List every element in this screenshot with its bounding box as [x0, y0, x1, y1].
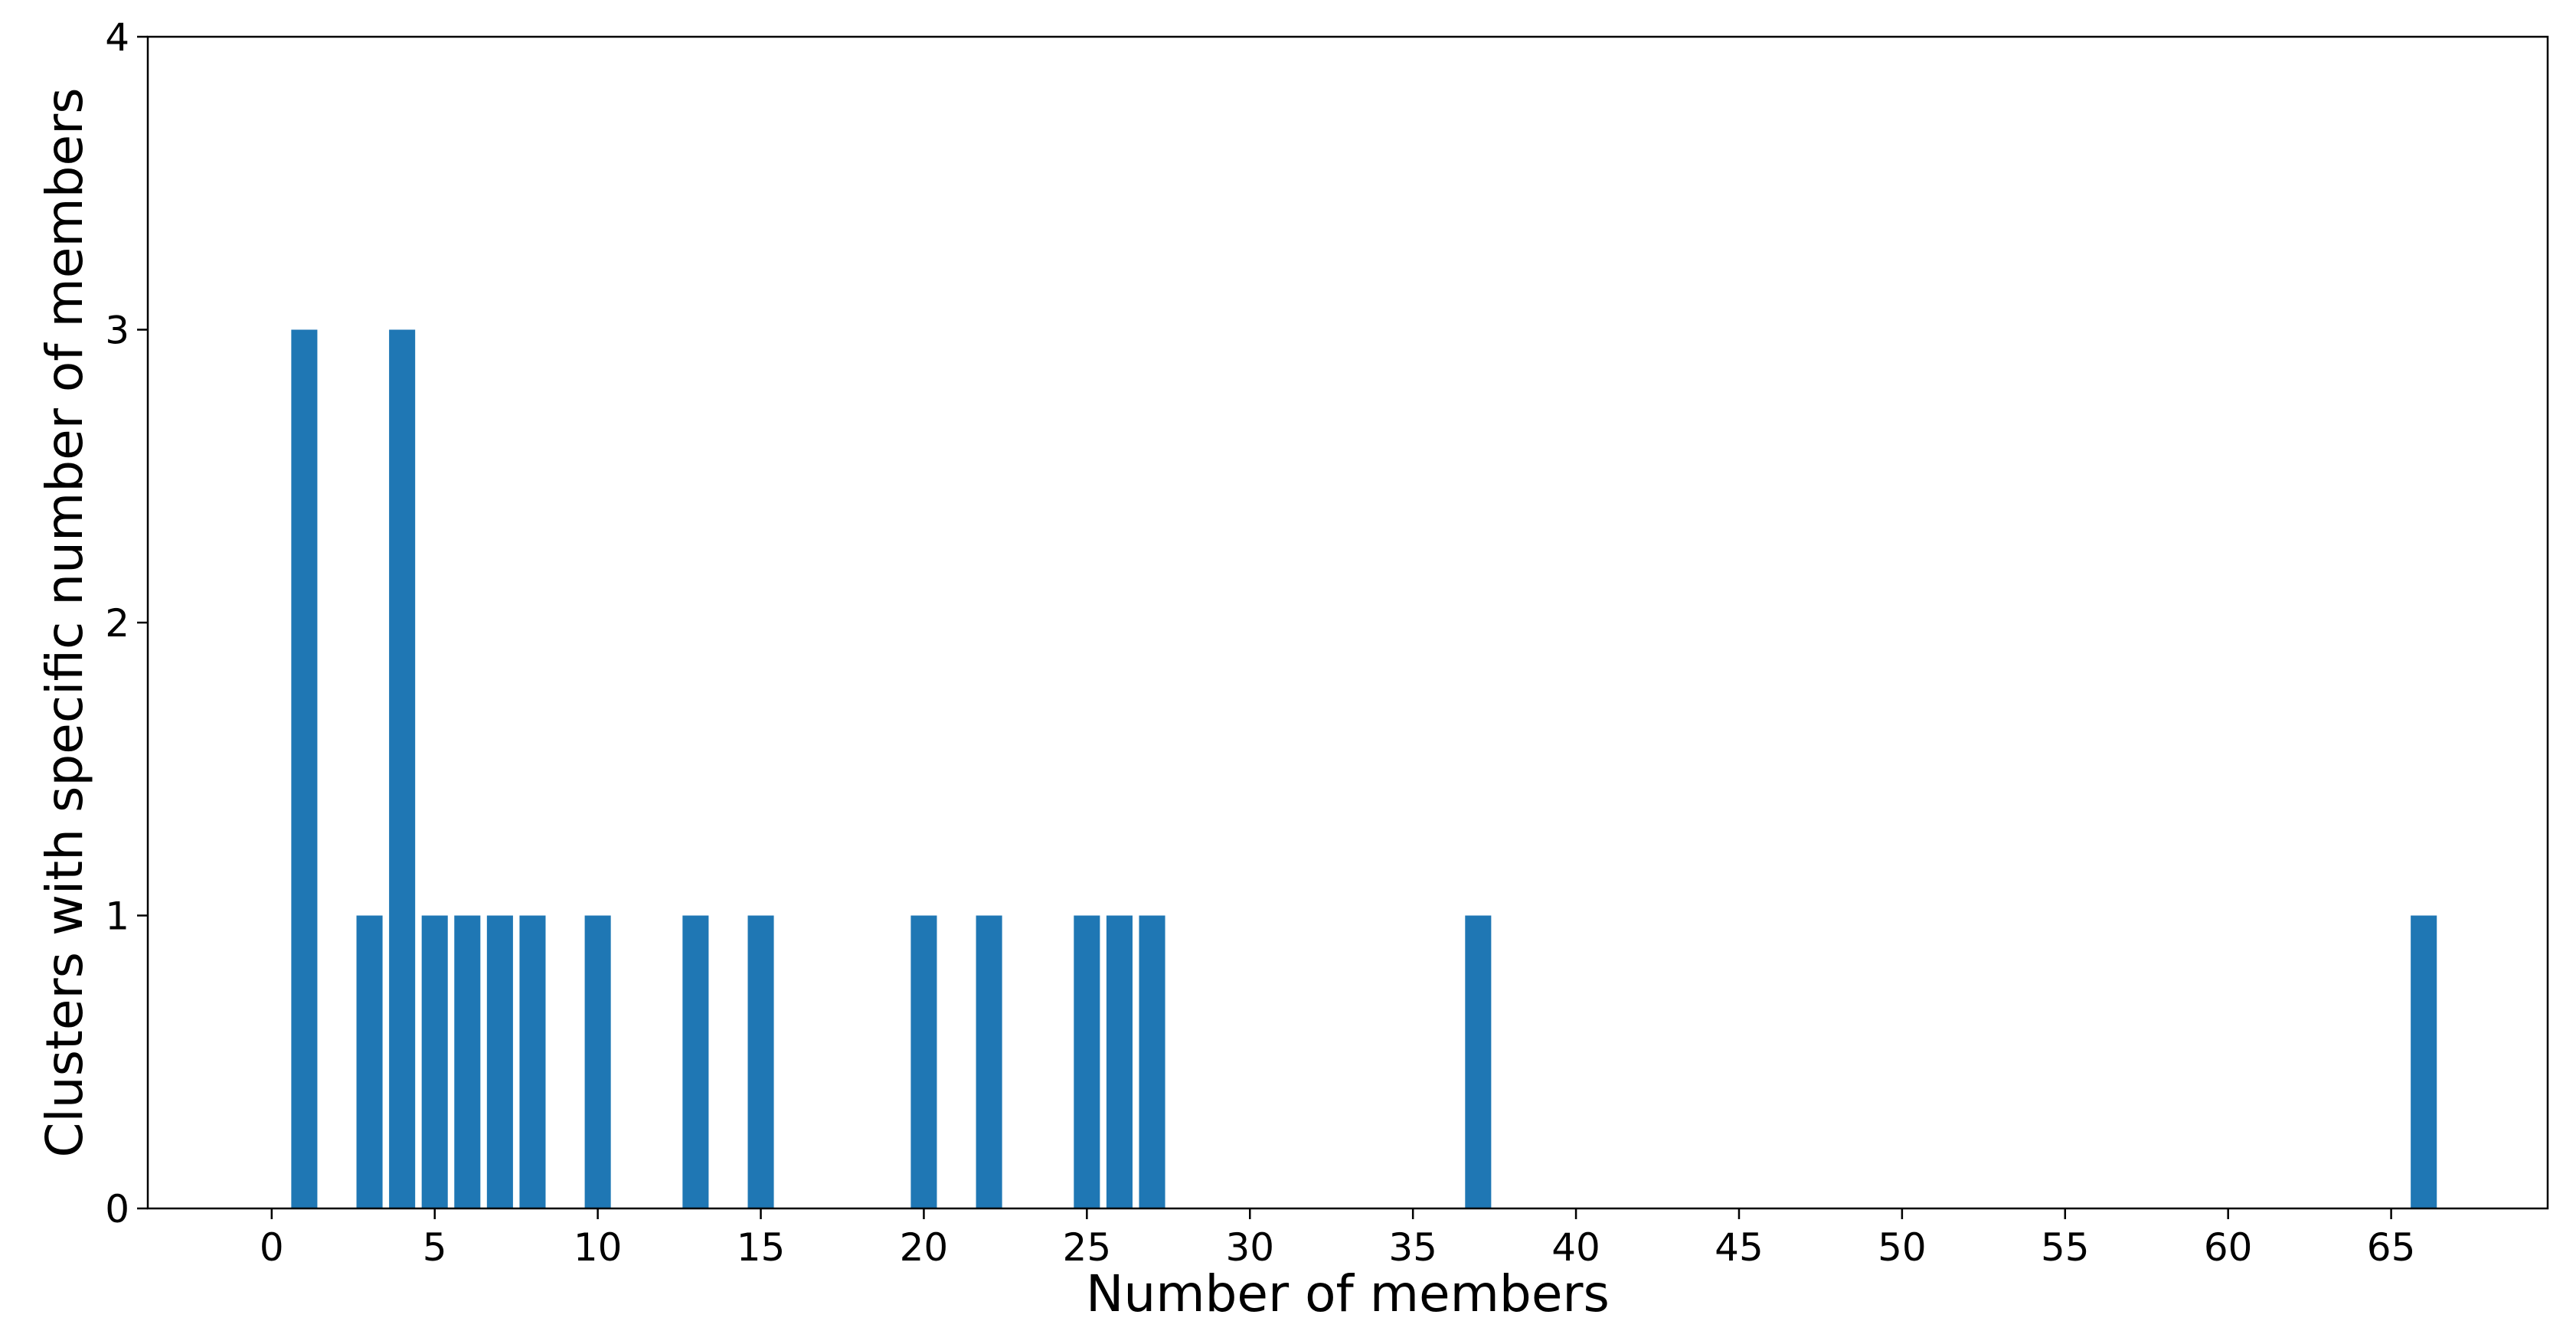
x-tick-label: 35 [1388, 1225, 1437, 1270]
x-tick-label: 30 [1225, 1225, 1274, 1270]
y-tick-label: 2 [105, 601, 129, 646]
x-tick-label: 20 [900, 1225, 949, 1270]
y-axis-ticks: 0 1 2 3 4 [105, 15, 148, 1231]
bar-8 [519, 915, 546, 1208]
bar-37 [1465, 915, 1492, 1208]
x-tick-label: 15 [737, 1225, 786, 1270]
x-axis-title: Number of members [1086, 1264, 1610, 1323]
bar-7 [486, 915, 513, 1208]
x-tick-label: 10 [574, 1225, 623, 1270]
x-tick-label: 60 [2204, 1225, 2253, 1270]
bar-1 [291, 329, 318, 1208]
x-tick-label: 55 [2041, 1225, 2090, 1270]
bar-15 [747, 915, 774, 1208]
x-tick-label: 25 [1063, 1225, 1112, 1270]
bar-10 [584, 915, 611, 1208]
bar-3 [356, 915, 383, 1208]
bar-66 [2411, 915, 2437, 1208]
bar-4 [389, 329, 416, 1208]
y-axis-title: Clusters with specific number of members [35, 87, 94, 1157]
x-axis-ticks: 0 5 10 15 20 25 30 35 40 45 50 55 60 65 [260, 1208, 2416, 1270]
bars-group [291, 329, 2437, 1208]
x-tick-label: 5 [423, 1225, 447, 1270]
x-tick-label: 65 [2367, 1225, 2416, 1270]
bar-6 [454, 915, 481, 1208]
bar-25 [1074, 915, 1100, 1208]
bar-27 [1139, 915, 1165, 1208]
bar-22 [976, 915, 1002, 1208]
bar-13 [682, 915, 709, 1208]
y-tick-label: 0 [105, 1187, 129, 1231]
bar-26 [1106, 915, 1133, 1208]
bar-20 [910, 915, 937, 1208]
y-tick-label: 1 [105, 894, 129, 939]
bar-5 [421, 915, 448, 1208]
x-tick-label: 0 [260, 1225, 284, 1270]
y-tick-label: 3 [105, 309, 129, 353]
x-tick-label: 45 [1715, 1225, 1764, 1270]
x-tick-label: 40 [1551, 1225, 1600, 1270]
y-tick-label: 4 [105, 15, 129, 60]
x-tick-label: 50 [1878, 1225, 1927, 1270]
